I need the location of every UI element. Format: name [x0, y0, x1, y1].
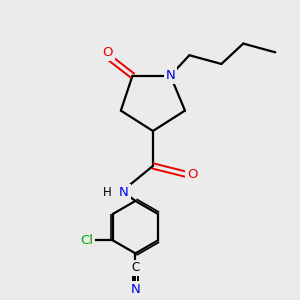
Text: C: C: [131, 262, 140, 275]
Text: N: N: [166, 69, 175, 82]
Text: Cl: Cl: [80, 234, 93, 247]
Text: N: N: [119, 186, 129, 199]
Text: N: N: [130, 283, 140, 296]
Text: O: O: [103, 46, 113, 59]
Text: H: H: [103, 186, 112, 199]
Text: O: O: [187, 168, 197, 181]
